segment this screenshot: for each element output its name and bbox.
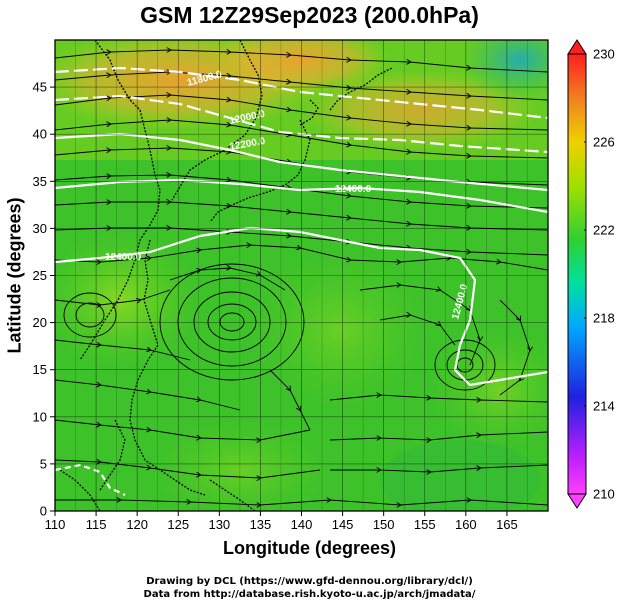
chart-title: GSM 12Z29Sep2023 (200.0hPa) bbox=[140, 2, 479, 28]
y-tick-label: 45 bbox=[33, 80, 47, 95]
x-tick-label: 155 bbox=[414, 517, 436, 532]
x-tick-label: 135 bbox=[250, 517, 272, 532]
y-tick-label: 0 bbox=[40, 504, 47, 519]
temperature-field: 11800.0 12000.0 12200.0 12400.0 12400.0 … bbox=[55, 40, 548, 511]
y-axis-label: Latitude (degrees) bbox=[4, 197, 25, 354]
credit-drawing: Drawing by DCL (https://www.gfd-dennou.o… bbox=[146, 576, 473, 587]
y-tick-label: 10 bbox=[33, 409, 47, 424]
x-tick-label: 145 bbox=[332, 517, 354, 532]
y-tick-label: 15 bbox=[33, 362, 47, 377]
y-tick-label: 5 bbox=[40, 456, 47, 471]
colorbar: 230 226 222 218 214 210 bbox=[567, 39, 615, 509]
x-tick-label: 150 bbox=[373, 517, 395, 532]
x-tick-label: 110 bbox=[45, 517, 66, 532]
colorbar-label: 210 bbox=[593, 487, 615, 502]
x-tick-label: 160 bbox=[455, 517, 477, 532]
y-tick-label: 30 bbox=[33, 221, 47, 236]
colorbar-label: 222 bbox=[593, 223, 615, 238]
colorbar-label: 214 bbox=[593, 399, 615, 414]
x-axis-label: Longitude (degrees) bbox=[222, 538, 396, 558]
contour-label: 12400.0 bbox=[335, 184, 372, 195]
x-tick-label: 140 bbox=[291, 517, 313, 532]
streamlines bbox=[55, 50, 548, 505]
y-tick-label: 20 bbox=[33, 315, 47, 330]
colorbar-label: 230 bbox=[593, 47, 615, 62]
x-tick-label: 130 bbox=[208, 517, 230, 532]
y-axis-ticks: 0 5 10 15 20 25 30 35 40 45 bbox=[33, 80, 55, 519]
x-tick-label: 165 bbox=[496, 517, 518, 532]
x-axis-ticks: 110 115 120 125 130 135 140 145 150 155 160 165 bbox=[45, 511, 518, 532]
x-tick-label: 120 bbox=[126, 517, 148, 532]
height-contours bbox=[55, 66, 548, 496]
y-tick-label: 40 bbox=[33, 127, 47, 142]
x-tick-label: 125 bbox=[167, 517, 189, 532]
colorbar-label: 226 bbox=[593, 135, 615, 150]
credit-data-source: Data from http://database.rish.kyoto-u.a… bbox=[143, 589, 476, 600]
lat-lon-grid bbox=[55, 40, 548, 511]
y-tick-label: 25 bbox=[33, 268, 47, 283]
map-plot: 11800.0 12000.0 12200.0 12400.0 12400.0 … bbox=[33, 39, 615, 532]
colorbar-label: 218 bbox=[593, 311, 615, 326]
x-tick-label: 115 bbox=[86, 517, 107, 532]
vortex-spirals bbox=[63, 263, 496, 391]
contour-label: 12400.0 bbox=[105, 252, 142, 263]
y-tick-label: 35 bbox=[33, 174, 47, 189]
